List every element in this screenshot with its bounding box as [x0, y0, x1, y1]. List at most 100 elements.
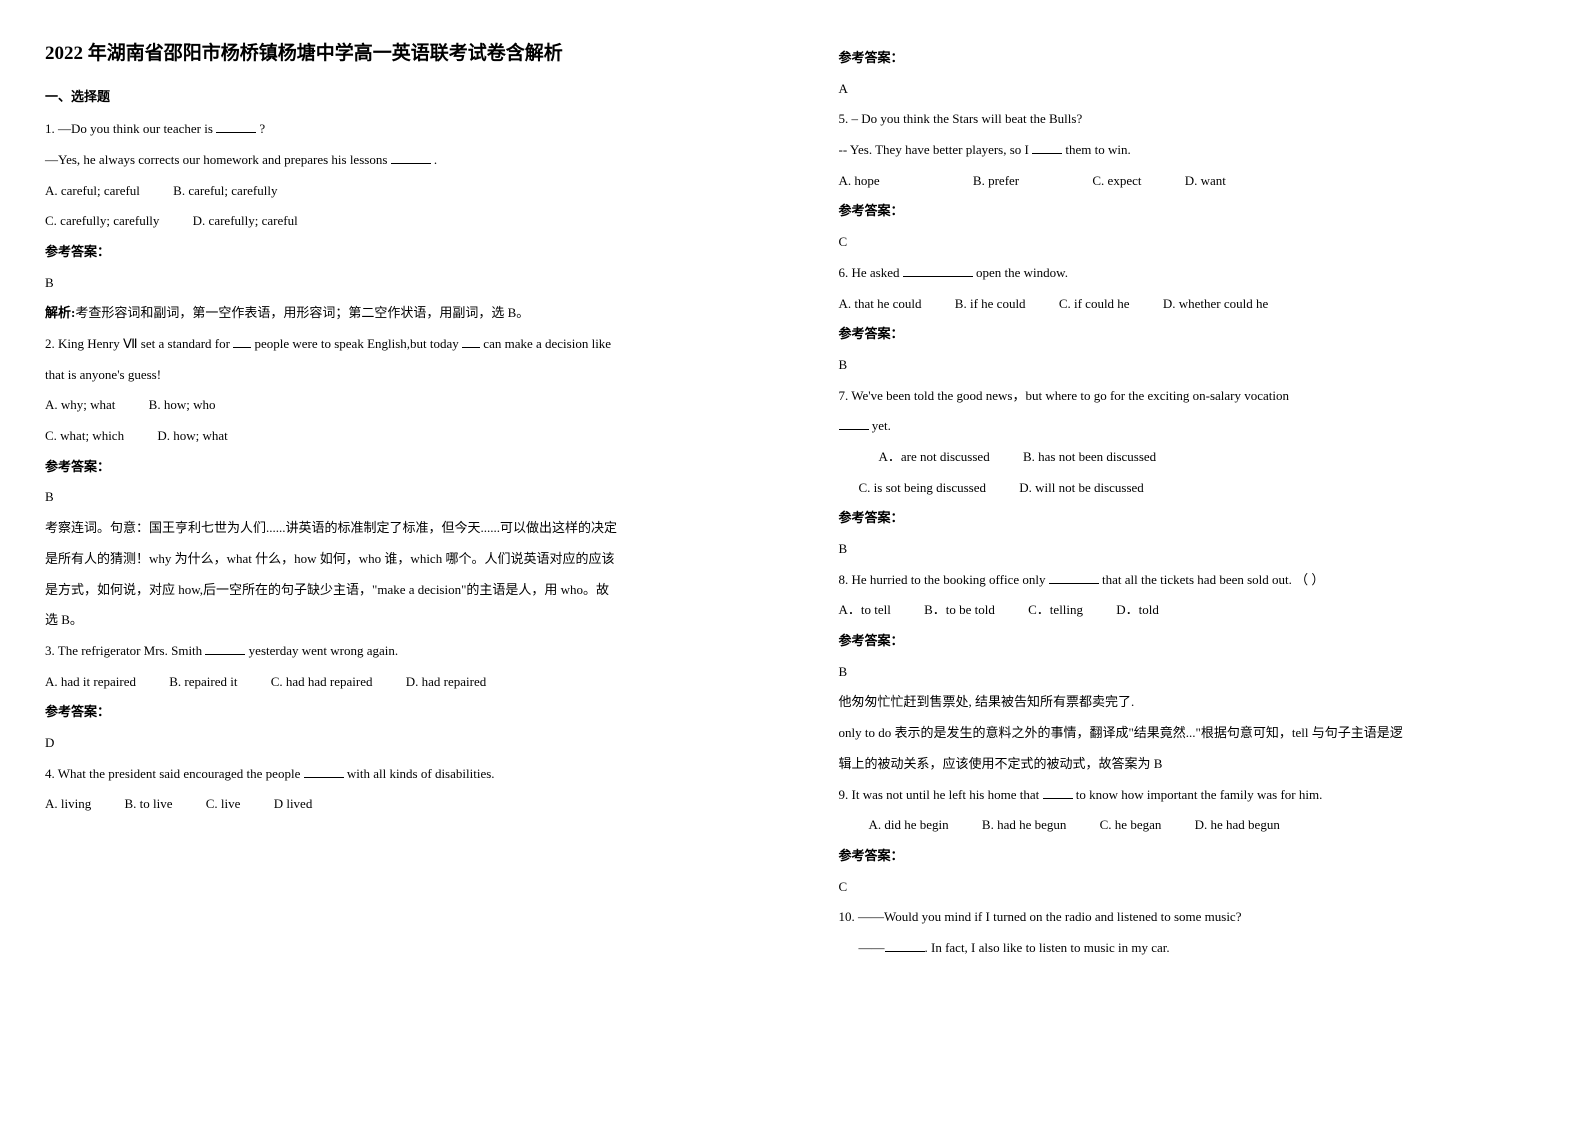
q2-explain-d: 选 B。: [45, 608, 749, 633]
q5-answer-label: 参考答案：: [839, 199, 1543, 224]
q4-opts: A. living B. to live C. live D lived: [45, 792, 749, 817]
q4-blank: [304, 777, 344, 778]
q8-text-a: 8. He hurried to the booking office only: [839, 572, 1049, 587]
q8-paren: （ ）: [1295, 572, 1324, 587]
q9-text-a: 9. It was not until he left his home tha…: [839, 787, 1043, 802]
q7-opts-row1: A．are not discussed B. has not been disc…: [839, 445, 1543, 470]
q10-line2: —— . In fact, I also like to listen to mu…: [839, 936, 1543, 961]
q5-blank: [1032, 153, 1062, 154]
q1-line1: 1. —Do you think our teacher is ?: [45, 117, 749, 142]
q5-opt-c: C. expect: [1092, 169, 1141, 194]
q8-answer: B: [839, 660, 1543, 685]
q6-text-b: open the window.: [973, 265, 1068, 280]
q6-opts: A. that he could B. if he could C. if co…: [839, 292, 1543, 317]
q1-opt-c: C. carefully; carefully: [45, 209, 159, 234]
q6-text-a: 6. He asked: [839, 265, 903, 280]
q8-explain-c: 辑上的被动关系，应该使用不定式的被动式，故答案为 B: [839, 752, 1543, 777]
q3-opt-b: B. repaired it: [169, 670, 237, 695]
q2-explain-b: 是所有人的猜测！why 为什么，what 什么，how 如何，who 谁，whi…: [45, 547, 749, 572]
q8-opts: A．to tell B．to be told C．telling D．told: [839, 598, 1543, 623]
explain-prefix: 解析:: [45, 305, 75, 320]
q3-opt-d: D. had repaired: [406, 670, 487, 695]
q3-line: 3. The refrigerator Mrs. Smith yesterday…: [45, 639, 749, 664]
q2-answer: B: [45, 485, 749, 510]
q6-answer: B: [839, 353, 1543, 378]
q10-blank: [885, 951, 925, 952]
q8-explain-b: only to do 表示的是发生的意料之外的事情，翻译成"结果竟然..."根据…: [839, 721, 1543, 746]
q4-text-a: 4. What the president said encouraged th…: [45, 766, 304, 781]
q9-opt-d: D. he had begun: [1195, 813, 1280, 838]
q4-opt-c: C. live: [206, 792, 241, 817]
q8-line: 8. He hurried to the booking office only…: [839, 568, 1543, 593]
q6-answer-label: 参考答案：: [839, 322, 1543, 347]
q3-answer: D: [45, 731, 749, 756]
q7-line2: yet.: [839, 414, 1543, 439]
q7-opts-row2: C. is sot being discussed D. will not be…: [839, 476, 1543, 501]
q6-opt-b: B. if he could: [955, 292, 1026, 317]
q4-opt-a: A. living: [45, 792, 91, 817]
q8-opt-c: C．telling: [1028, 598, 1083, 623]
q3-text-a: 3. The refrigerator Mrs. Smith: [45, 643, 205, 658]
q1-text-c: —Yes, he always corrects our homework an…: [45, 152, 391, 167]
q1-opt-b: B. careful; carefully: [173, 179, 277, 204]
q1-explain-text: 考查形容词和副词，第一空作表语，用形容词；第二空作状语，用副词，选 B。: [75, 305, 529, 320]
q1-opt-d: D. carefully; careful: [193, 209, 298, 234]
q6-opt-a: A. that he could: [839, 292, 922, 317]
q2-opts-row2: C. what; which D. how; what: [45, 424, 749, 449]
q1-opts-row1: A. careful; careful B. careful; carefull…: [45, 179, 749, 204]
q5-opts: A. hope B. prefer C. expect D. want: [839, 169, 1543, 194]
q5-line1: 5. – Do you think the Stars will beat th…: [839, 107, 1543, 132]
q1-opt-a: A. careful; careful: [45, 179, 140, 204]
q7-blank: [839, 429, 869, 430]
q2-blank1: [233, 347, 251, 348]
q8-blank: [1049, 583, 1099, 584]
section-1-heading: 一、选择题: [45, 85, 749, 110]
q10-text-b: ——: [859, 940, 885, 955]
q3-opts: A. had it repaired B. repaired it C. had…: [45, 670, 749, 695]
q7-answer-label: 参考答案：: [839, 506, 1543, 531]
q2-text-c: can make a decision like: [480, 336, 611, 351]
doc-title: 2022 年湖南省邵阳市杨桥镇杨塘中学高一英语联考试卷含解析: [45, 40, 749, 69]
q6-blank: [903, 276, 973, 277]
q9-opt-a: A. did he begin: [869, 813, 949, 838]
q7-opt-d: D. will not be discussed: [1019, 476, 1144, 501]
q4-line: 4. What the president said encouraged th…: [45, 762, 749, 787]
q5-text-b: -- Yes. They have better players, so I: [839, 142, 1033, 157]
q8-text-b: that all the tickets had been sold out.: [1099, 572, 1292, 587]
q5-answer: C: [839, 230, 1543, 255]
q7-opt-b: B. has not been discussed: [1023, 445, 1156, 470]
q2-blank2: [462, 347, 480, 348]
q3-opt-a: A. had it repaired: [45, 670, 136, 695]
q2-answer-label: 参考答案：: [45, 455, 749, 480]
q1-opts-row2: C. carefully; carefully D. carefully; ca…: [45, 209, 749, 234]
q1-text-d: .: [431, 152, 438, 167]
q3-opt-c: C. had had repaired: [271, 670, 373, 695]
q2-line1: 2. King Henry Ⅶ set a standard for peopl…: [45, 332, 749, 357]
q9-blank: [1043, 798, 1073, 799]
q1-answer-label: 参考答案：: [45, 240, 749, 265]
q6-opt-d: D. whether could he: [1163, 292, 1268, 317]
q4-answer-label: 参考答案：: [839, 46, 1543, 71]
q2-opt-b: B. how; who: [149, 393, 216, 418]
q2-text-a: 2. King Henry Ⅶ set a standard for: [45, 336, 233, 351]
q8-explain-a: 他匆匆忙忙赶到售票处, 结果被告知所有票都卖完了.: [839, 690, 1543, 715]
q7-line1: 7. We've been told the good news，but whe…: [839, 384, 1543, 409]
q4-opt-b: B. to live: [124, 792, 172, 817]
q2-opt-a: A. why; what: [45, 393, 115, 418]
q9-opt-b: B. had he begun: [982, 813, 1066, 838]
q5-opt-b: B. prefer: [973, 169, 1019, 194]
q3-text-b: yesterday went wrong again.: [245, 643, 398, 658]
q10-text-c: . In fact, I also like to listen to musi…: [925, 940, 1170, 955]
q1-explain: 解析:考查形容词和副词，第一空作表语，用形容词；第二空作状语，用副词，选 B。: [45, 301, 749, 326]
q7-text-b: yet.: [869, 418, 891, 433]
q8-opt-d: D．told: [1116, 598, 1159, 623]
q1-blank1: [216, 132, 256, 133]
q5-opt-d: D. want: [1185, 169, 1226, 194]
q1-text-b: ?: [256, 121, 265, 136]
q8-opt-a: A．to tell: [839, 598, 891, 623]
q1-blank2: [391, 163, 431, 164]
q2-explain-a: 考察连词。句意：国王亨利七世为人们......讲英语的标准制定了标准，但今天..…: [45, 516, 749, 541]
q1-line2: —Yes, he always corrects our homework an…: [45, 148, 749, 173]
q2-explain-c: 是方式，如何说，对应 how,后一空所在的句子缺少主语，"make a deci…: [45, 578, 749, 603]
q10-line1: 10. ——Would you mind if I turned on the …: [839, 905, 1543, 930]
